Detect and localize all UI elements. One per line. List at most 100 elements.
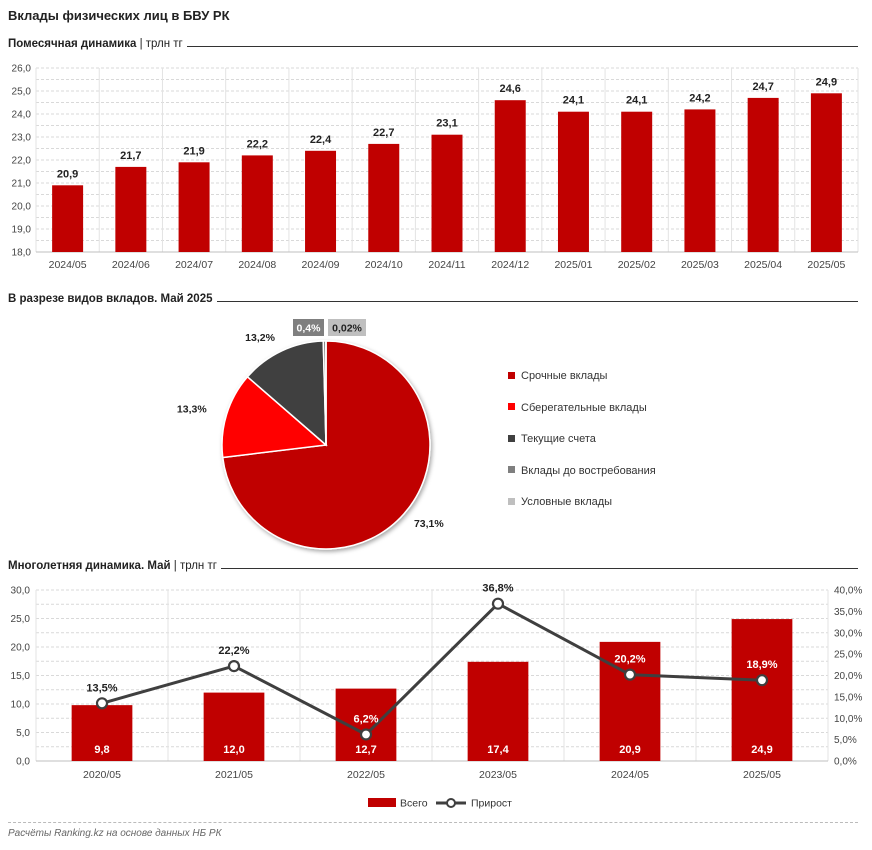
legend-swatch	[508, 434, 515, 442]
bar-value-label: 21,7	[120, 150, 141, 162]
bar	[203, 692, 265, 761]
bar	[71, 705, 133, 761]
y-tick-label: 25,0	[11, 614, 31, 625]
bar	[747, 97, 779, 253]
yearly-section-title: Многолетняя динамика. Май | трлн тг	[8, 560, 221, 572]
monthly-title-text: Помесячная динамика	[8, 38, 137, 50]
section-divider	[8, 301, 858, 302]
growth-point	[227, 659, 241, 673]
growth-value-label: 18,9%	[746, 659, 777, 671]
x-tick-label: 2025/02	[618, 259, 656, 271]
y-tick-label: 20,0	[12, 202, 32, 213]
legend-swatch-bar	[368, 798, 396, 807]
x-tick-label: 2025/04	[744, 259, 782, 271]
bar-value-label: 24,9	[816, 76, 837, 88]
growth-value-label: 20,2%	[614, 654, 645, 666]
pie-value-label: 0,02%	[332, 323, 362, 335]
bar-value-label: 24,7	[752, 81, 773, 93]
pie-label-box	[328, 319, 366, 336]
y-tick-label: 23,0	[12, 133, 32, 144]
bar	[684, 109, 716, 253]
pie-value-label: 0,4%	[297, 323, 322, 335]
growth-point	[95, 697, 109, 710]
x-tick-label: 2024/11	[428, 259, 465, 271]
bar-value-label: 24,6	[500, 83, 521, 95]
pie-slice	[246, 340, 327, 447]
yearly-title-unit: трлн тг	[179, 560, 217, 572]
y-tick-label: 19,0	[12, 225, 32, 236]
legend-item: Текущие счета	[508, 433, 596, 445]
legend-label: Всего	[400, 798, 428, 810]
x-tick-label: 2024/05	[611, 769, 649, 781]
deposit-types-pie-chart: 73,1% 13,3% 13,2% 0,4% 0,02%	[177, 319, 444, 550]
y2-tick-label: 15,0%	[834, 692, 862, 703]
yearly-title-text: Многолетняя динамика. Май	[8, 560, 171, 572]
bar	[178, 162, 210, 252]
growth-point	[623, 668, 637, 681]
bar-value-label: 9,8	[94, 744, 109, 756]
growth-value-label: 6,2%	[353, 713, 378, 725]
bar	[305, 150, 337, 252]
page-title: Вклады физических лиц в БВУ РК	[8, 8, 230, 23]
bar-value-label: 21,9	[183, 145, 204, 157]
y2-tick-label: 0,0%	[834, 757, 857, 768]
bar	[241, 155, 273, 252]
y2-tick-label: 35,0%	[834, 607, 862, 618]
x-tick-label: 2024/07	[175, 259, 213, 271]
x-tick-label: 2020/05	[83, 769, 121, 781]
growth-line	[101, 602, 763, 736]
yearly-combo-chart: 0,0 5,0 10,0 15,0 20,0 25,0 30,0 0,0% 5,0% 10,0% 1…	[11, 583, 863, 810]
legend-label: Вклады до востребования	[521, 464, 656, 477]
y2-tick-label: 25,0%	[834, 650, 862, 661]
y-tick-label: 24,0	[12, 110, 32, 121]
pie-section-title: В разрезе видов вкладов. Май 2025	[8, 293, 217, 305]
x-tick-label: 2023/05	[479, 769, 517, 781]
legend-item: Срочные вклады	[508, 370, 607, 382]
y-tick-label: 15,0	[11, 671, 31, 682]
section-divider	[8, 46, 858, 47]
legend-label: Условные вклады	[521, 496, 613, 508]
legend-swatch	[508, 466, 515, 474]
monthly-section-title: Помесячная динамика | трлн тг	[8, 38, 187, 50]
x-tick-label: 2024/08	[238, 259, 276, 271]
pie-slice	[221, 375, 328, 459]
growth-value-label: 13,5%	[86, 682, 117, 694]
y-tick-label: 22,0	[12, 156, 32, 167]
y-tick-label: 18,0	[12, 248, 32, 259]
bar	[431, 134, 463, 252]
bar-value-label: 12,0	[223, 744, 244, 756]
yearly-title-separator: |	[173, 560, 177, 572]
x-tick-label: 2024/12	[491, 259, 529, 271]
pie-slices	[221, 340, 431, 550]
bar-value-label: 24,9	[751, 744, 772, 756]
legend-swatch	[508, 371, 515, 379]
y-tick-label: 5,0	[16, 728, 30, 739]
monthly-title-separator: |	[139, 38, 143, 50]
x-tick-label: 2024/09	[302, 259, 340, 271]
pie-value-label: 13,3%	[177, 403, 207, 415]
bar	[52, 185, 84, 252]
x-tick-label: 2024/06	[112, 259, 150, 271]
y2-tick-label: 40,0%	[834, 586, 862, 597]
bar-value-label: 24,2	[689, 92, 710, 104]
y-tick-label: 10,0	[11, 700, 31, 711]
y-tick-label: 21,0	[12, 179, 32, 190]
growth-point	[491, 597, 505, 610]
y-tick-label: 0,0	[16, 757, 30, 768]
growth-point	[755, 674, 769, 687]
y2-tick-label: 10,0%	[834, 714, 862, 725]
bar	[731, 619, 793, 761]
bar	[115, 166, 147, 252]
footnote-divider	[8, 822, 858, 823]
legend-swatch-marker	[446, 798, 456, 808]
section-divider	[8, 568, 858, 569]
legend-label: Срочные вклады	[521, 370, 608, 382]
x-tick-label: 2025/03	[681, 259, 719, 271]
bar	[621, 111, 653, 252]
pie-value-label: 73,1%	[414, 518, 444, 530]
bar	[557, 111, 589, 252]
x-tick-label: 2025/01	[554, 259, 592, 271]
y-tick-label: 30,0	[11, 586, 31, 597]
y2-tick-label: 5,0%	[834, 735, 857, 746]
y-tick-label: 20,0	[11, 643, 31, 654]
